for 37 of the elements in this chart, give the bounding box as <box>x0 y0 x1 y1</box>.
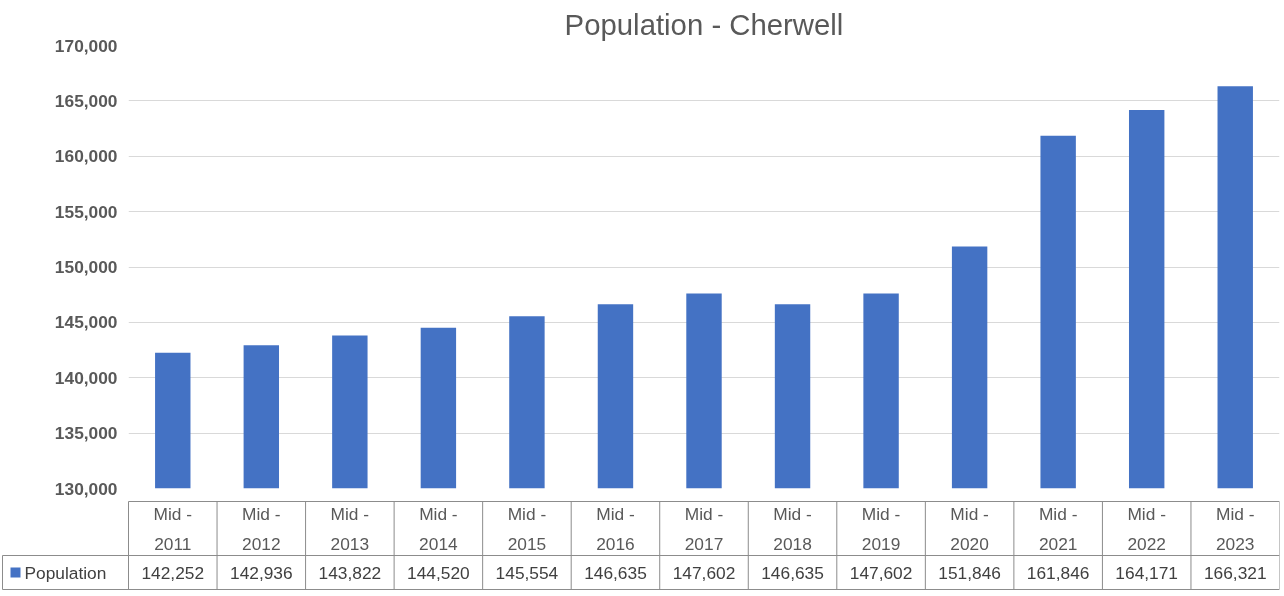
data-label: 145,554 <box>495 562 559 583</box>
x-tick-label: Mid - 2023 <box>1215 503 1255 554</box>
y-tick-label: 145,000 <box>54 312 118 333</box>
data-label: 166,321 <box>1203 562 1267 583</box>
y-tick-label: 165,000 <box>54 90 118 111</box>
chart-title: Population - Cherwell <box>564 7 844 41</box>
x-tick-label: Mid - 2013 <box>330 503 370 554</box>
x-tick-label: Mid - 2016 <box>596 503 635 554</box>
data-label: 146,635 <box>584 562 647 583</box>
x-tick-label: Mid - 2017 <box>684 503 724 554</box>
y-tick-label: 150,000 <box>54 257 118 277</box>
data-label: 164,171 <box>1115 562 1179 583</box>
data-label: 146,635 <box>761 562 824 583</box>
legend-label: Population <box>24 562 107 583</box>
x-tick-label: Mid - 2022 <box>1127 503 1166 554</box>
x-tick-label: Mid - 2020 <box>950 503 989 554</box>
x-tick-label: Mid - 2011 <box>153 503 193 554</box>
data-label: 151,846 <box>938 562 1001 583</box>
y-tick-label: 130,000 <box>54 478 118 499</box>
y-tick-label: 135,000 <box>54 423 118 444</box>
x-tick-label: Mid - 2018 <box>773 503 812 554</box>
data-label: 147,602 <box>672 562 736 583</box>
y-tick-label: 160,000 <box>54 146 118 167</box>
data-label: 144,520 <box>407 562 470 583</box>
y-tick-label: 170,000 <box>54 35 118 56</box>
data-label: 161,846 <box>1026 562 1090 583</box>
y-tick-label: 140,000 <box>54 367 118 388</box>
x-tick-label: Mid - 2019 <box>861 503 901 554</box>
x-tick-label: Mid - 2021 <box>1038 503 1078 554</box>
data-label: 143,822 <box>318 562 382 583</box>
data-label: 147,602 <box>849 562 913 583</box>
y-tick-label: 155,000 <box>54 201 118 222</box>
data-label: 142,252 <box>141 562 205 583</box>
x-tick-label: Mid - 2014 <box>419 503 459 554</box>
x-tick-label: Mid - 2012 <box>242 503 281 554</box>
x-tick-label: Mid - 2015 <box>507 503 547 554</box>
data-label: 142,936 <box>229 562 293 583</box>
